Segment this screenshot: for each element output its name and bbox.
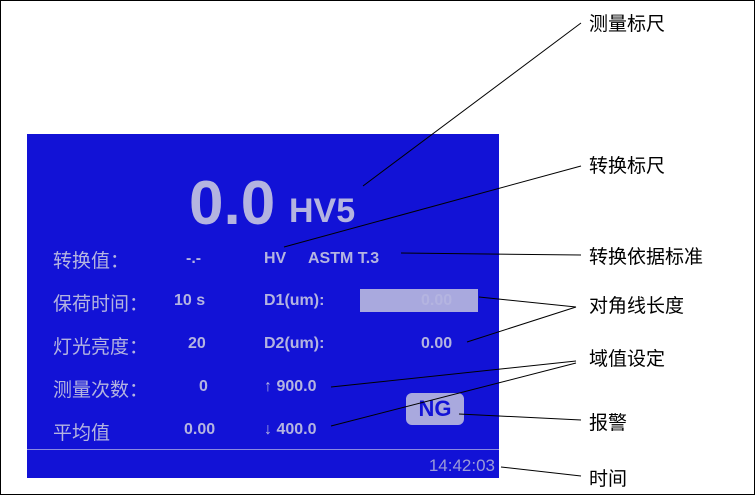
d1-label: D1(um): — [264, 292, 325, 309]
alarm-ng-badge: NG — [406, 393, 464, 425]
clock-time: 14:42:03 — [428, 456, 495, 475]
annotation-alarm: 报警 — [589, 412, 628, 434]
annotation-conversion-scale: 转换标尺 — [589, 155, 666, 177]
dwell-time-label: 保荷时间： — [53, 293, 149, 315]
measure-count-value: 0 — [199, 378, 208, 395]
annotation-diagonal: 对角线长度 — [589, 295, 685, 317]
conversion-value: -.- — [186, 250, 202, 267]
d2-value: 0.00 — [421, 335, 453, 352]
conversion-label: 转换值： — [53, 250, 130, 272]
average-value: 0.00 — [184, 421, 216, 438]
measurement-scale: HV5 — [289, 192, 356, 230]
hardness-value: 0.0 — [189, 169, 276, 238]
annotation-limits: 域值设定 — [589, 348, 666, 370]
d2-label: D2(um): — [264, 335, 325, 352]
light-brightness-label: 灯光亮度： — [53, 336, 149, 358]
annotation-scale: 测量标尺 — [589, 13, 666, 35]
light-brightness-value: 20 — [188, 335, 206, 352]
d1-field[interactable] — [360, 289, 478, 312]
lower-limit: ↓ 400.0 — [264, 421, 317, 438]
d1-value: 0.00 — [421, 292, 453, 309]
annotation-standard: 转换依据标准 — [589, 246, 704, 268]
annotation-time: 时间 — [589, 468, 628, 490]
upper-limit: ↑ 900.0 — [264, 378, 317, 395]
divider — [27, 449, 499, 450]
measure-count-label: 测量次数： — [53, 379, 149, 401]
dwell-time-value: 10 s — [174, 292, 206, 309]
hardness-tester-display: 0.0 HV5 转换值： -.- 保荷时间： 10 s 灯光亮度： 20 测量次… — [27, 134, 499, 478]
conversion-scale: HV — [264, 250, 287, 267]
average-label: 平均值 — [53, 422, 111, 444]
conversion-standard: ASTM T.3 — [308, 250, 380, 267]
